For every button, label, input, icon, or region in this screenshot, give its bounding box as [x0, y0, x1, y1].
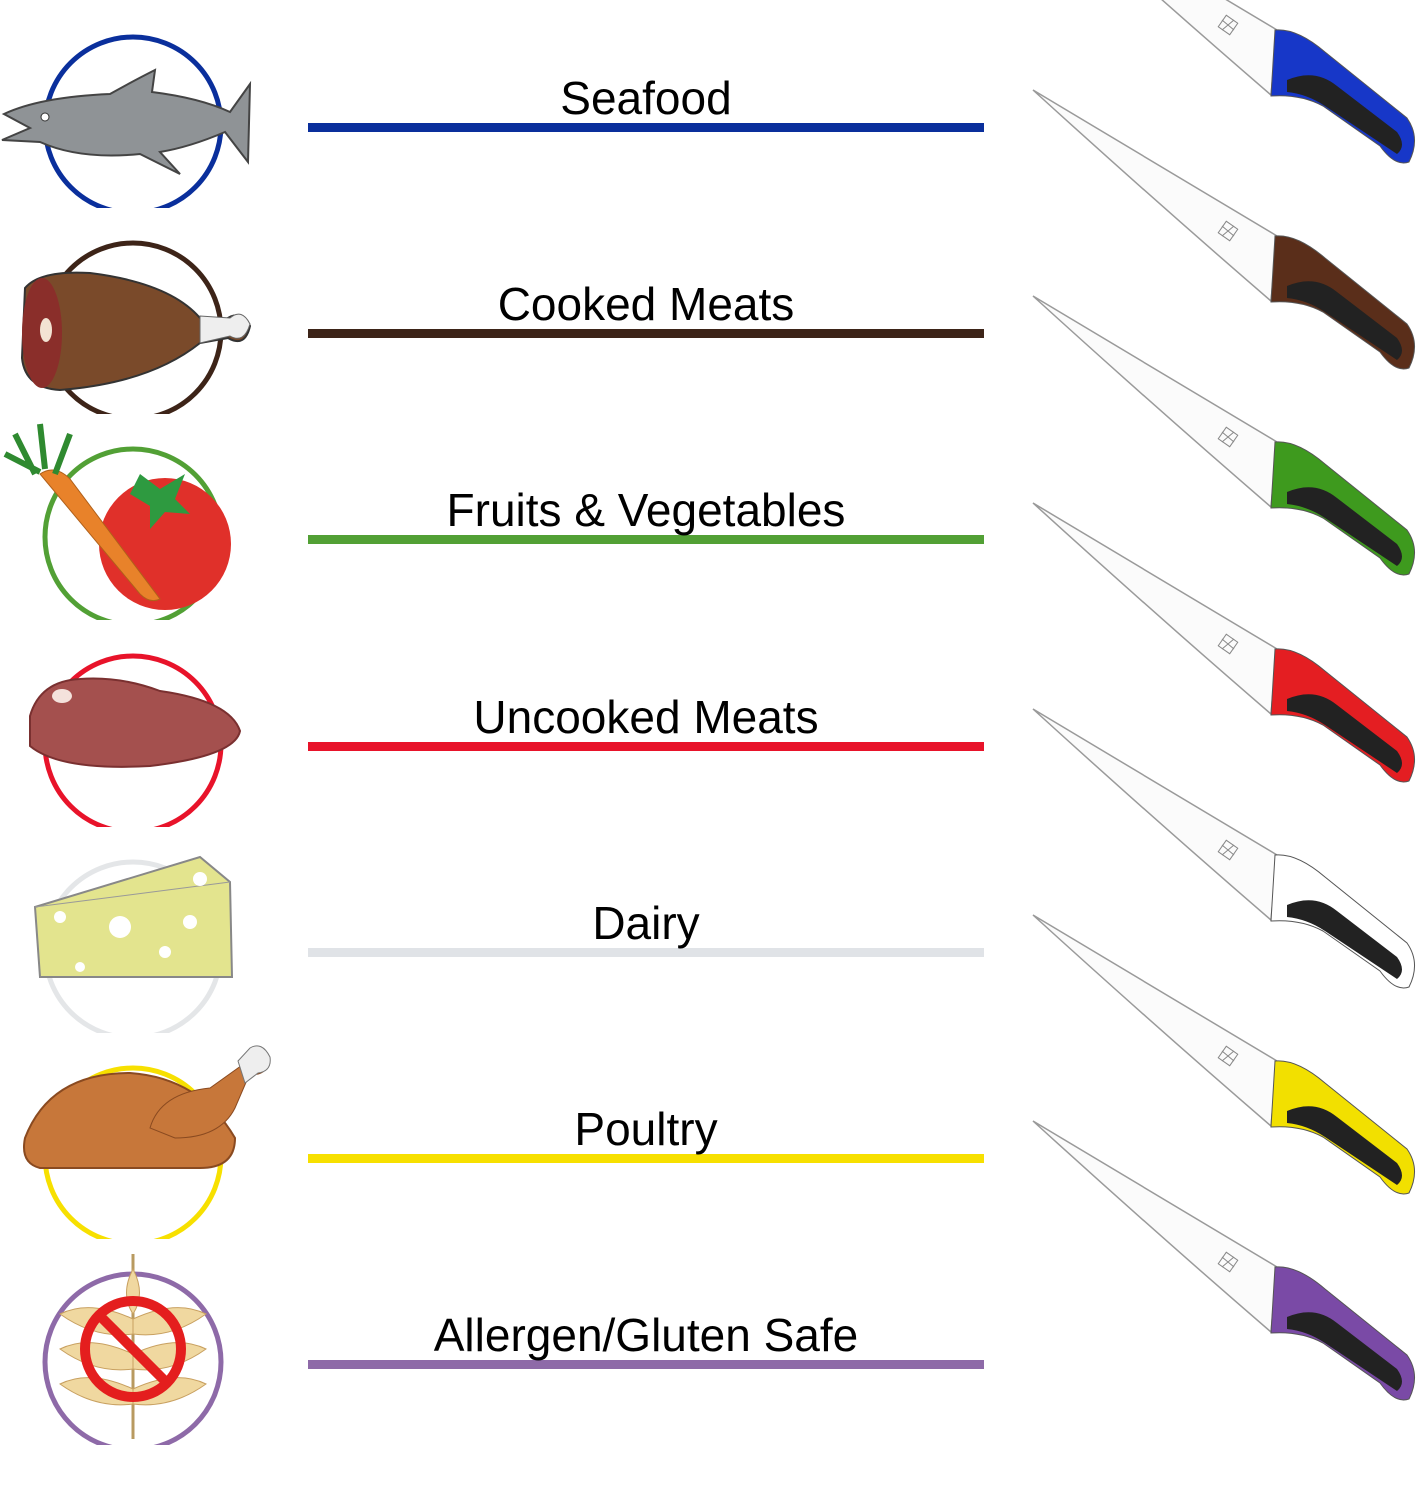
color-line	[308, 947, 984, 957]
chef-knife-image	[1032, 501, 1415, 782]
fish-icon	[1, 34, 252, 208]
color-line	[308, 1360, 984, 1370]
category-row: Dairy	[0, 708, 1423, 1033]
category-row: Uncooked Meats	[0, 501, 1423, 827]
vegetables-icon	[3, 424, 231, 621]
chef-knife-image	[1161, 0, 1415, 164]
category-row: Fruits & Vegetables	[0, 295, 1423, 621]
chef-knife-image	[1032, 89, 1415, 370]
category-row: Poultry	[0, 914, 1423, 1239]
color-line	[308, 123, 984, 132]
cheese-icon	[33, 855, 234, 1033]
chef-knife-image	[1032, 914, 1415, 1195]
steak-icon	[29, 653, 242, 827]
color-line	[308, 741, 984, 751]
ham-icon	[20, 240, 252, 415]
chef-knife-image	[1032, 708, 1415, 989]
category-row: Seafood	[0, 0, 1423, 208]
category-label: Fruits & Vegetables	[446, 484, 846, 537]
color-line	[308, 329, 984, 339]
category-row: Cooked Meats	[0, 89, 1423, 415]
turkey-icon	[23, 1045, 271, 1239]
category-label: Cooked Meats	[497, 278, 795, 331]
category-row: Allergen/Gluten Safe	[0, 1120, 1423, 1446]
color-line	[308, 535, 984, 545]
category-label: Seafood	[560, 72, 732, 124]
chef-knife-image	[1032, 1120, 1415, 1401]
category-label: Dairy	[592, 896, 700, 949]
category-label: Allergen/Gluten Safe	[433, 1309, 859, 1362]
color-line	[308, 1154, 984, 1163]
chef-knife-image	[1032, 295, 1415, 576]
category-label: Poultry	[574, 1103, 718, 1155]
category-label: Uncooked Meats	[473, 690, 819, 743]
no-gluten-icon	[42, 1254, 224, 1446]
